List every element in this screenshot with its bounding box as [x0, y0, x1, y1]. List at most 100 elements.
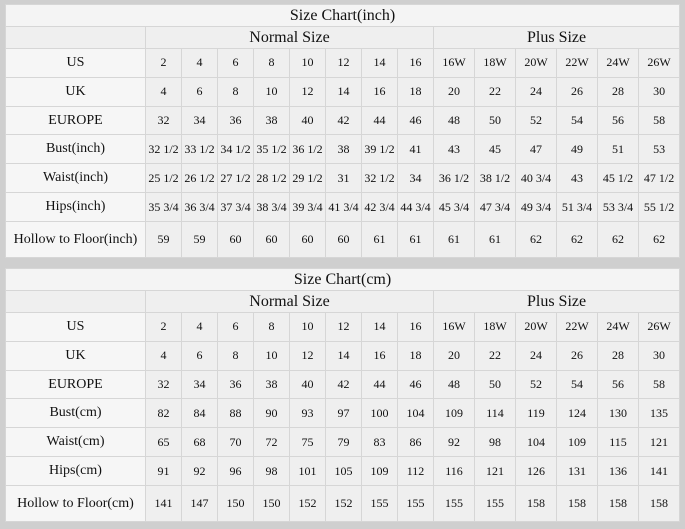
- table-cell: 20: [433, 76, 475, 107]
- table-cell: 31: [325, 163, 362, 194]
- table-title: Size Chart(inch): [4, 4, 681, 27]
- table-cell: 61: [397, 221, 434, 258]
- table-cell: 61: [474, 221, 516, 258]
- table-cell: 150: [217, 485, 254, 522]
- table-cell: 36: [217, 105, 254, 136]
- table-cell: 32: [145, 369, 182, 400]
- table-cell: 44: [361, 369, 398, 400]
- table-cell: 14: [325, 340, 362, 371]
- table-cell: 16: [397, 312, 434, 342]
- group-header-row: Normal Size Plus Size: [5, 290, 681, 313]
- table-cell: 50: [474, 105, 516, 136]
- table-cell: 12: [325, 48, 362, 78]
- table-cell: 155: [361, 485, 398, 522]
- size-table: Size Chart(cm) Normal Size Plus Size US 2 4 6 8…: [4, 268, 681, 522]
- table-cell: 41 3/4: [325, 192, 362, 222]
- table-cell: 37 3/4: [217, 192, 254, 222]
- table-cell: 26W: [637, 48, 681, 78]
- group-header-row: Normal Size Plus Size: [5, 26, 681, 49]
- table-cell: 39 3/4: [289, 192, 326, 222]
- title-row: Size Chart(inch): [4, 4, 681, 27]
- table-cell: 10: [289, 312, 326, 342]
- table-cell: 43: [556, 163, 598, 194]
- table-cell: 44 3/4: [397, 192, 434, 222]
- table-cell: 38: [325, 134, 362, 165]
- table-cell: 16W: [433, 312, 475, 342]
- table-cell: 51: [597, 134, 639, 165]
- table-cell: 40: [289, 369, 326, 400]
- table-cell: 18: [397, 76, 434, 107]
- table-cell: 155: [397, 485, 434, 522]
- table-cell: 8: [253, 48, 290, 78]
- table-cell: 2: [145, 48, 182, 78]
- row-label: Waist(cm): [5, 427, 146, 458]
- table-cell: 60: [253, 221, 290, 258]
- table-cell: 109: [556, 427, 598, 458]
- table-cell: 116: [433, 456, 475, 486]
- table-cell: 141: [145, 485, 182, 522]
- table-cell: 131: [556, 456, 598, 486]
- table-row: EUROPE 32 34 36 38 40 42 44 46 48 50 52 54 56 58: [5, 369, 681, 400]
- table-cell: 98: [253, 456, 290, 486]
- table-cell: 126: [515, 456, 557, 486]
- row-label: Hips(inch): [5, 192, 146, 222]
- table-cell: 34 1/2: [217, 134, 254, 165]
- table-cell: 45: [474, 134, 516, 165]
- table-cell: 27 1/2: [217, 163, 254, 194]
- table-cell: 56: [597, 369, 639, 400]
- empty-header-cell: [5, 26, 146, 49]
- table-cell: 54: [556, 105, 598, 136]
- size-table: Size Chart(inch) Normal Size Plus Size US 2 4…: [4, 4, 681, 258]
- table-row: Hollow to Floor(inch) 59 59 60 60 60 60 61 61 61 6…: [5, 221, 681, 258]
- table-cell: 141: [637, 456, 681, 486]
- table-cell: 59: [181, 221, 218, 258]
- size-chart-inch: Size Chart(inch) Normal Size Plus Size US 2 4…: [4, 4, 681, 258]
- table-cell: 100: [361, 398, 398, 429]
- table-cell: 32 1/2: [361, 163, 398, 194]
- table-cell: 104: [397, 398, 434, 429]
- table-cell: 121: [474, 456, 516, 486]
- table-cell: 6: [217, 48, 254, 78]
- table-cell: 4: [181, 48, 218, 78]
- table-row: Bust(cm) 82 84 88 90 93 97 100 104 109 114 119 124 13…: [5, 398, 681, 429]
- table-cell: 150: [253, 485, 290, 522]
- table-cell: 16: [397, 48, 434, 78]
- row-label: Bust(cm): [5, 398, 146, 429]
- table-cell: 147: [181, 485, 218, 522]
- table-cell: 32 1/2: [145, 134, 182, 165]
- table-cell: 88: [217, 398, 254, 429]
- table-cell: 48: [433, 105, 475, 136]
- table-cell: 14: [361, 48, 398, 78]
- table-cell: 18W: [474, 48, 516, 78]
- row-label: Waist(inch): [5, 163, 146, 194]
- table-cell: 42 3/4: [361, 192, 398, 222]
- table-cell: 38: [253, 369, 290, 400]
- table-cell: 28 1/2: [253, 163, 290, 194]
- table-cell: 26: [556, 76, 598, 107]
- table-cell: 35 1/2: [253, 134, 290, 165]
- group-plus-size: Plus Size: [432, 290, 681, 313]
- row-label: Hollow to Floor(inch): [5, 221, 146, 258]
- table-cell: 6: [181, 76, 218, 107]
- empty-header-cell: [5, 290, 146, 313]
- table-cell: 93: [289, 398, 326, 429]
- table-cell: 62: [597, 221, 639, 258]
- table-cell: 46: [397, 369, 434, 400]
- table-cell: 6: [181, 340, 218, 371]
- table-cell: 152: [325, 485, 362, 522]
- table-cell: 12: [289, 340, 326, 371]
- table-cell: 114: [474, 398, 516, 429]
- table-cell: 22W: [556, 48, 598, 78]
- row-label: EUROPE: [5, 105, 146, 136]
- table-cell: 24W: [597, 312, 639, 342]
- table-cell: 41: [397, 134, 434, 165]
- table-cell: 97: [325, 398, 362, 429]
- row-label: Bust(inch): [5, 134, 146, 165]
- table-cell: 4: [145, 340, 182, 371]
- table-cell: 20: [433, 340, 475, 371]
- table-cell: 52: [515, 369, 557, 400]
- table-cell: 8: [217, 76, 254, 107]
- table-cell: 34: [181, 369, 218, 400]
- table-cell: 26 1/2: [181, 163, 218, 194]
- group-normal-size: Normal Size: [145, 26, 434, 49]
